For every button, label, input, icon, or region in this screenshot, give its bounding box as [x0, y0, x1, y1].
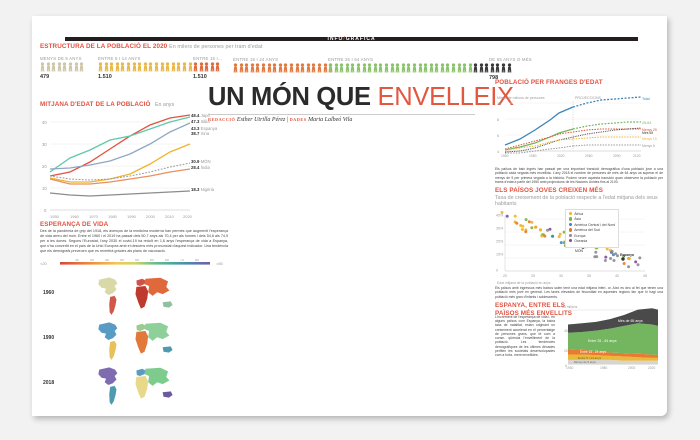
svg-text:40: 40 [90, 259, 94, 262]
svg-text:30: 30 [559, 274, 563, 278]
svg-text:Menys de 5 anys: Menys de 5 anys [574, 360, 596, 364]
svg-text:30: 30 [42, 142, 47, 147]
svg-text:1970: 1970 [89, 214, 99, 219]
svg-text:1980: 1980 [600, 366, 608, 370]
svg-text:0: 0 [496, 269, 498, 273]
svg-text:2060: 2060 [585, 154, 593, 158]
svg-text:80 milions: 80 milions [562, 305, 578, 309]
svg-text:0: 0 [44, 208, 47, 213]
svg-text:2020: 2020 [183, 214, 193, 219]
svg-text:20: 20 [42, 164, 47, 169]
svg-text:20: 20 [564, 349, 568, 353]
svg-text:40: 40 [615, 274, 619, 278]
svg-text:Menys 15: Menys 15 [642, 137, 657, 141]
svg-text:20: 20 [503, 274, 507, 278]
svg-text:45: 45 [643, 274, 647, 278]
svg-text:40: 40 [42, 120, 47, 125]
svg-text:2020: 2020 [648, 366, 656, 370]
svg-text:1950: 1950 [50, 214, 60, 219]
svg-text:2100: 2100 [633, 154, 641, 158]
svg-text:>85: >85 [216, 261, 224, 266]
svg-text:1980: 1980 [529, 154, 537, 158]
svg-text:2000: 2000 [628, 366, 636, 370]
svg-text:80: 80 [195, 259, 199, 262]
svg-text:25%: 25% [496, 240, 504, 244]
svg-text:1980: 1980 [108, 214, 118, 219]
svg-text:2000: 2000 [146, 214, 156, 219]
svg-text:55: 55 [135, 259, 139, 262]
svg-text:10: 10 [497, 102, 501, 106]
svg-text:15%: 15% [496, 253, 504, 257]
svg-text:<20: <20 [40, 261, 48, 266]
svg-text:PROJECCIONS: PROJECCIONS [575, 96, 602, 100]
svg-text:35%: 35% [496, 227, 504, 231]
svg-text:4: 4 [497, 150, 499, 154]
svg-text:65: 65 [165, 259, 169, 262]
svg-text:Menys 5: Menys 5 [642, 144, 655, 148]
svg-text:Més de 65 anys: Més de 65 anys [618, 319, 643, 323]
svg-text:8: 8 [497, 118, 499, 122]
svg-text:45%: 45% [496, 214, 504, 218]
svg-text:40: 40 [564, 329, 568, 333]
svg-text:1930: 1930 [566, 366, 574, 370]
svg-text:2090: 2090 [613, 154, 621, 158]
svg-text:Milers de milions de persones: Milers de milions de persones [497, 96, 545, 100]
svg-text:Entre 15 - 24 anys: Entre 15 - 24 anys [580, 350, 606, 354]
svg-text:Edat mitjana de la població en: Edat mitjana de la població en anys [497, 281, 551, 285]
svg-text:Entre 25 - 64 anys: Entre 25 - 64 anys [588, 339, 617, 343]
svg-text:25: 25 [531, 274, 535, 278]
svg-text:Espanya: Espanya [620, 253, 634, 257]
svg-text:1990: 1990 [127, 214, 137, 219]
svg-text:Més 65: Més 65 [642, 131, 653, 135]
svg-text:6: 6 [497, 134, 499, 138]
svg-text:2020: 2020 [557, 154, 565, 158]
svg-text:10: 10 [42, 186, 47, 191]
svg-text:MÓN: MÓN [575, 248, 583, 253]
svg-text:45: 45 [105, 259, 109, 262]
svg-text:1950: 1950 [501, 154, 509, 158]
svg-text:50: 50 [120, 259, 124, 262]
svg-text:30: 30 [75, 259, 79, 262]
svg-text:2010: 2010 [165, 214, 175, 219]
svg-text:Total: Total [642, 97, 650, 101]
svg-text:35: 35 [587, 274, 591, 278]
svg-text:60: 60 [150, 259, 154, 262]
svg-text:70: 70 [180, 259, 184, 262]
svg-text:1960: 1960 [70, 214, 80, 219]
svg-text:25-64: 25-64 [642, 121, 651, 125]
